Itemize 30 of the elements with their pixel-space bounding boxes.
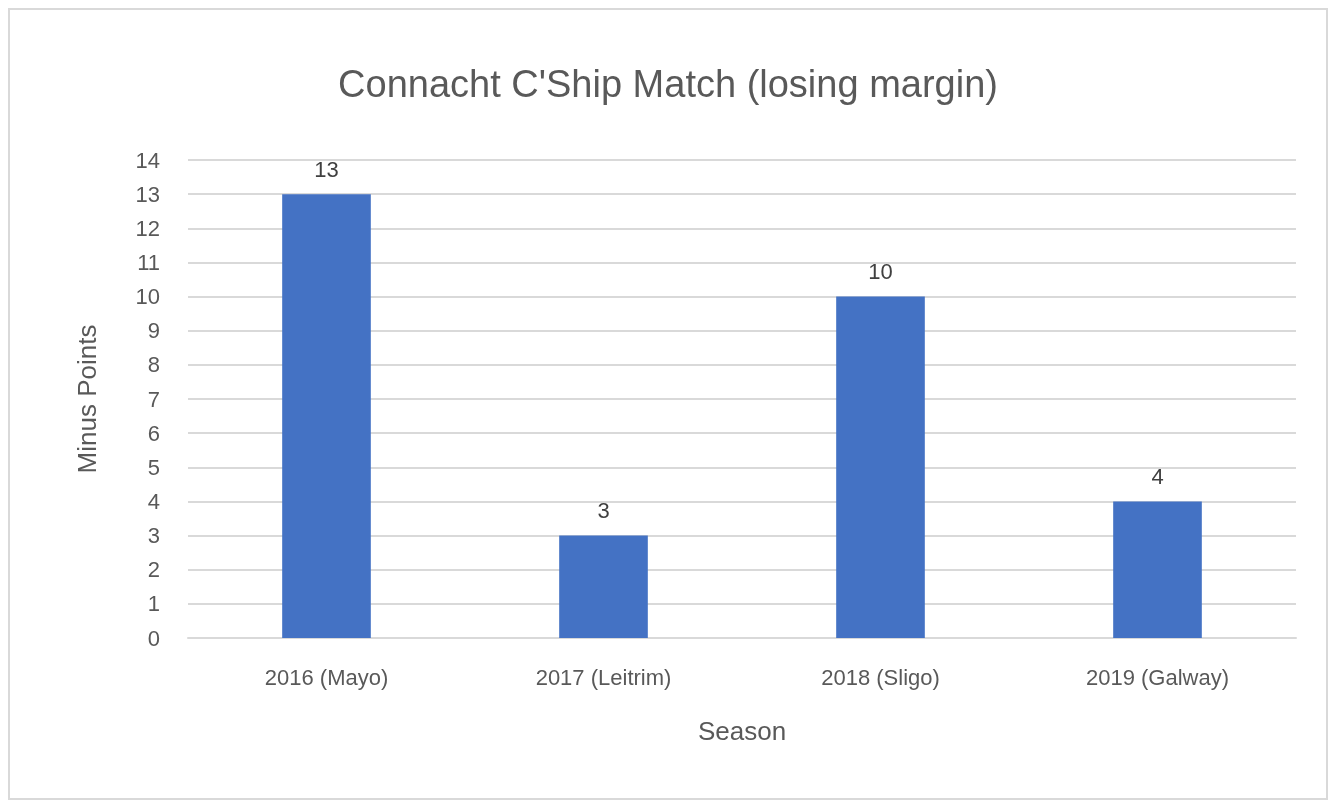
- bar: [1113, 501, 1202, 638]
- y-tick-label: 0: [147, 625, 160, 651]
- y-tick-label: 5: [147, 454, 160, 480]
- x-axis-title: Season: [697, 716, 787, 746]
- bar: [836, 296, 925, 638]
- y-tick-label: 4: [147, 488, 160, 514]
- chart-title: Connacht C'Ship Match (losing margin): [338, 63, 998, 105]
- y-tick-label: 2: [147, 557, 160, 583]
- y-tick-label: 7: [147, 386, 160, 412]
- data-label: 13: [314, 156, 339, 182]
- x-tick-label: 2019 (Galway): [1085, 664, 1230, 690]
- y-tick-label: 1: [147, 591, 160, 617]
- y-tick-label: 8: [147, 352, 160, 378]
- y-tick-label: 6: [147, 420, 160, 446]
- data-label: 4: [1151, 463, 1164, 489]
- bar: [559, 535, 648, 638]
- y-tick-label: 9: [147, 318, 160, 344]
- y-axis-title: Minus Points: [72, 324, 102, 474]
- data-label: 3: [597, 498, 610, 524]
- data-label: 10: [868, 259, 893, 285]
- x-tick-label: 2018 (Sligo): [821, 664, 940, 690]
- y-tick-label: 12: [135, 215, 160, 241]
- y-tick-label: 3: [147, 523, 160, 549]
- y-tick-label: 13: [135, 181, 160, 207]
- y-tick-label: 10: [135, 284, 160, 310]
- bar: [282, 194, 371, 638]
- y-tick-label: 14: [135, 147, 160, 173]
- x-tick-label: 2017 (Leitrim): [535, 664, 672, 690]
- y-tick-label: 11: [137, 249, 160, 275]
- x-tick-label: 2016 (Mayo): [264, 664, 389, 690]
